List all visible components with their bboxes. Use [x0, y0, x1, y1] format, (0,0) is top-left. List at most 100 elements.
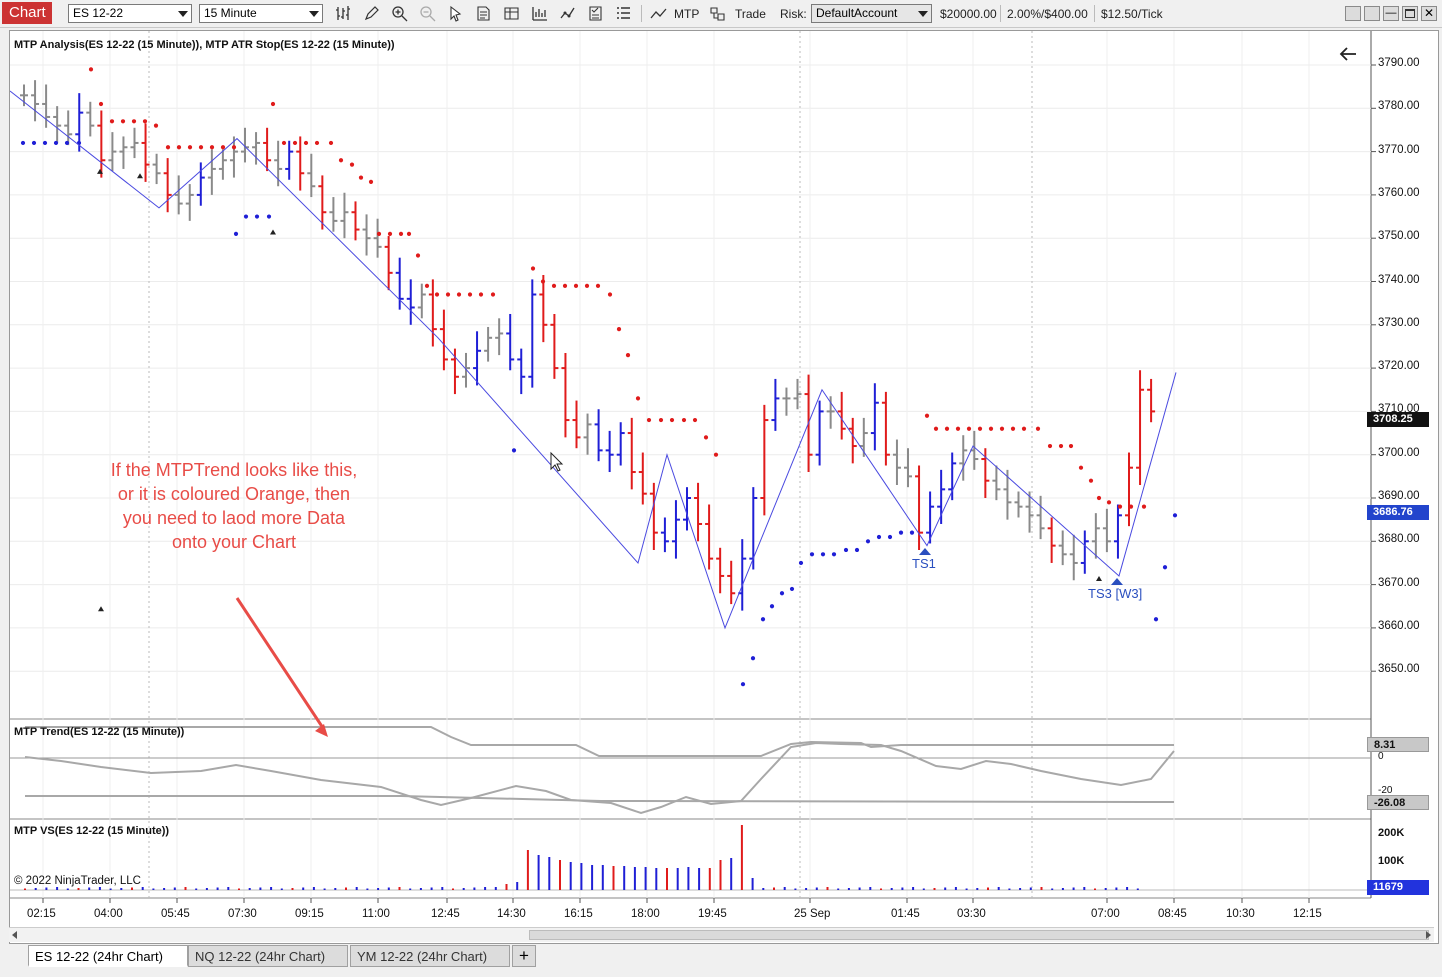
- window-btn-restore[interactable]: [1364, 6, 1380, 21]
- atr-stop-dot-blue: [909, 530, 915, 535]
- ohlc-bar: [904, 448, 912, 488]
- ohlc-bar: [20, 84, 28, 107]
- ohlc-bar: [318, 175, 327, 230]
- ohlc-bar: [450, 348, 459, 395]
- ohlc-bar: [462, 352, 470, 388]
- ohlc-bar: [926, 491, 935, 544]
- ohlc-bar: [771, 378, 780, 431]
- horizontal-scrollbar[interactable]: [9, 927, 1434, 942]
- back-arrow-icon[interactable]: [1338, 45, 1358, 63]
- atr-stop-dot-red: [924, 413, 930, 418]
- price-axis-label: 3720.00: [1378, 360, 1420, 373]
- ohlc-bar: [627, 417, 636, 490]
- account-selector[interactable]: DefaultAccount: [811, 4, 932, 23]
- atr-stop-dot-red: [595, 283, 601, 288]
- indicators-icon[interactable]: [531, 5, 548, 22]
- strategies-icon[interactable]: [559, 5, 576, 22]
- bar-type-icon[interactable]: [335, 5, 352, 22]
- ohlc-bar: [915, 465, 924, 550]
- ohlc-bar: [881, 391, 890, 466]
- tab-nq[interactable]: NQ 12-22 (24hr Chart): [188, 945, 348, 967]
- atr-stop-dot-red: [165, 145, 171, 150]
- atr-stop-dot-red: [349, 162, 355, 167]
- time-axis-label: 25 Sep: [794, 908, 831, 920]
- time-axis-label: 04:00: [94, 908, 123, 920]
- atr-stop-dot-blue: [511, 448, 517, 453]
- vs-label-100k: 100K: [1378, 855, 1405, 867]
- toolbar-separator: [1094, 5, 1095, 22]
- list-icon[interactable]: [615, 5, 632, 22]
- time-axis-label: 05:45: [161, 908, 190, 920]
- interval-selector[interactable]: 15 Minute: [199, 4, 323, 23]
- ohlc-bar: [760, 404, 769, 516]
- atr-stop-dot-blue: [854, 547, 860, 553]
- price-panel-title: MTP Analysis(ES 12-22 (15 Minute)), MTP …: [14, 39, 395, 51]
- mouse-cursor-icon: [550, 451, 564, 472]
- tab-es[interactable]: ES 12-22 (24hr Chart): [28, 945, 188, 967]
- atr-stop-dot-red: [669, 417, 675, 423]
- atr-stop-dot-blue: [809, 552, 815, 557]
- ohlc-bar: [1025, 491, 1034, 533]
- tab-ym[interactable]: YM 12-22 (24hr Chart): [350, 945, 510, 967]
- ohlc-bar: [31, 80, 40, 122]
- atr-stop-dot-red: [1106, 500, 1112, 505]
- ohlc-bar: [64, 110, 73, 146]
- ohlc-bar: [174, 175, 183, 215]
- ohlc-bar: [1036, 495, 1045, 540]
- atr-stop-dot-red: [573, 283, 579, 288]
- ohlc-bar: [395, 257, 404, 310]
- properties-icon[interactable]: [587, 5, 604, 22]
- scroll-left-icon[interactable]: [12, 931, 17, 939]
- ohlc-bar: [417, 283, 426, 319]
- zoom-in-icon[interactable]: [391, 5, 408, 22]
- ohlc-bar: [53, 106, 62, 143]
- ohlc-bar: [351, 201, 360, 241]
- chart-area[interactable]: [9, 30, 1439, 944]
- close-button[interactable]: ✕: [1421, 6, 1437, 21]
- scrollbar-thumb[interactable]: [529, 930, 1429, 940]
- ohlc-bar: [705, 504, 714, 570]
- ohlc-bar: [1136, 370, 1145, 486]
- scroll-right-icon[interactable]: [1426, 931, 1431, 939]
- pointer-icon[interactable]: [447, 5, 464, 22]
- atr-stop-dot-red: [616, 327, 622, 332]
- ohlc-bar: [229, 136, 238, 178]
- annotation-arrowhead: [315, 724, 328, 737]
- add-tab-button[interactable]: +: [512, 945, 536, 967]
- atr-stop-dot-red: [635, 396, 641, 401]
- atr-stop-dot-red: [1010, 426, 1016, 431]
- atr-stop-dot-red: [1088, 478, 1094, 483]
- pencil-icon[interactable]: [363, 5, 380, 22]
- minimize-button[interactable]: —: [1383, 6, 1399, 21]
- atr-stop-dot-red: [646, 417, 652, 423]
- window-btn-minimize-all[interactable]: [1345, 6, 1361, 21]
- trend-upper-tag: 8.31: [1367, 737, 1429, 752]
- mtp-chart-icon[interactable]: [650, 5, 667, 22]
- atr-stop-dot-red: [98, 101, 104, 107]
- instrument-selector-value: ES 12-22: [73, 6, 124, 20]
- atr-stop-dot-blue: [64, 140, 70, 146]
- price-axis-label: 3700.00: [1378, 446, 1420, 459]
- atr-stop-dot-red: [1035, 426, 1041, 431]
- mtp-button[interactable]: MTP: [674, 7, 700, 21]
- instrument-selector[interactable]: ES 12-22: [68, 4, 192, 23]
- atr-stop-dot-blue: [898, 530, 904, 535]
- templates-icon[interactable]: [503, 5, 520, 22]
- zoom-out-icon[interactable]: [419, 5, 436, 22]
- atr-stop-dot-blue: [876, 534, 882, 540]
- atr-stop-dot-red: [198, 145, 204, 150]
- atr-stop-dot-red: [988, 426, 994, 431]
- vs-label-200k: 200K: [1378, 827, 1405, 839]
- annotation-arrow: [235, 597, 325, 729]
- atr-stop-dot-red: [692, 417, 698, 423]
- chart-canvas[interactable]: [10, 31, 1440, 945]
- trade-button[interactable]: Trade: [735, 7, 766, 21]
- atr-stop-dot-red: [220, 145, 226, 150]
- ohlc-bar: [848, 417, 857, 464]
- trade-icon[interactable]: [709, 5, 726, 22]
- chevron-down-icon: [918, 11, 928, 17]
- ohlc-bar: [539, 275, 548, 343]
- data-box-icon[interactable]: [475, 5, 492, 22]
- ohlc-bar: [782, 387, 791, 416]
- maximize-button[interactable]: [1402, 6, 1418, 21]
